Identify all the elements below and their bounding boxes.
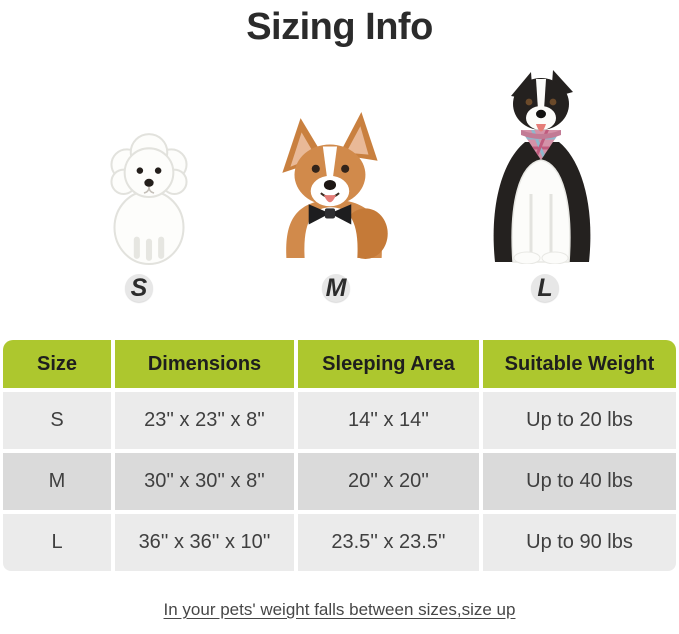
size-badge-s: S	[125, 274, 153, 302]
table-cell-m-dimensions: 30'' x 30'' x 8''	[115, 453, 294, 510]
size-badge-m: M	[322, 274, 350, 302]
size-badge-l-label: L	[537, 273, 553, 302]
table-cell-m-size: M	[3, 453, 111, 510]
table-cell-s-size: S	[3, 392, 111, 449]
small-dog-image	[110, 133, 188, 265]
table-cell-l-dimensions: 36'' x 36'' x 10''	[115, 514, 294, 571]
size-up-note-text: In your pets' weight falls between sizes…	[163, 600, 516, 619]
size-badge-m-label: M	[325, 273, 347, 302]
medium-dog-image	[282, 112, 388, 259]
size-badge-l: L	[531, 274, 559, 302]
page-title: Sizing Info	[246, 6, 433, 48]
table-cell-m-weight: Up to 40 lbs	[483, 453, 676, 510]
table-cell-l-sleeping-area: 23.5'' x 23.5''	[298, 514, 479, 571]
table-cell-s-dimensions: 23'' x 23'' x 8''	[115, 392, 294, 449]
table-cell-m-sleeping-area: 20'' x 20''	[298, 453, 479, 510]
column-header-sleeping-area: Sleeping Area	[298, 340, 479, 388]
table-cell-s-weight: Up to 20 lbs	[483, 392, 676, 449]
table-cell-s-sleeping-area: 14'' x 14''	[298, 392, 479, 449]
column-header-size: Size	[3, 340, 111, 388]
table-cell-l-weight: Up to 90 lbs	[483, 514, 676, 571]
large-dog-image	[493, 70, 591, 264]
column-header-suitable-weight: Suitable Weight	[483, 340, 676, 388]
column-header-dimensions: Dimensions	[115, 340, 294, 388]
table-cell-l-size: L	[3, 514, 111, 571]
size-badge-s-label: S	[130, 273, 148, 302]
size-up-note: In your pets' weight falls between sizes…	[0, 600, 679, 620]
sizing-table: Size Dimensions Sleeping Area Suitable W…	[3, 340, 676, 571]
